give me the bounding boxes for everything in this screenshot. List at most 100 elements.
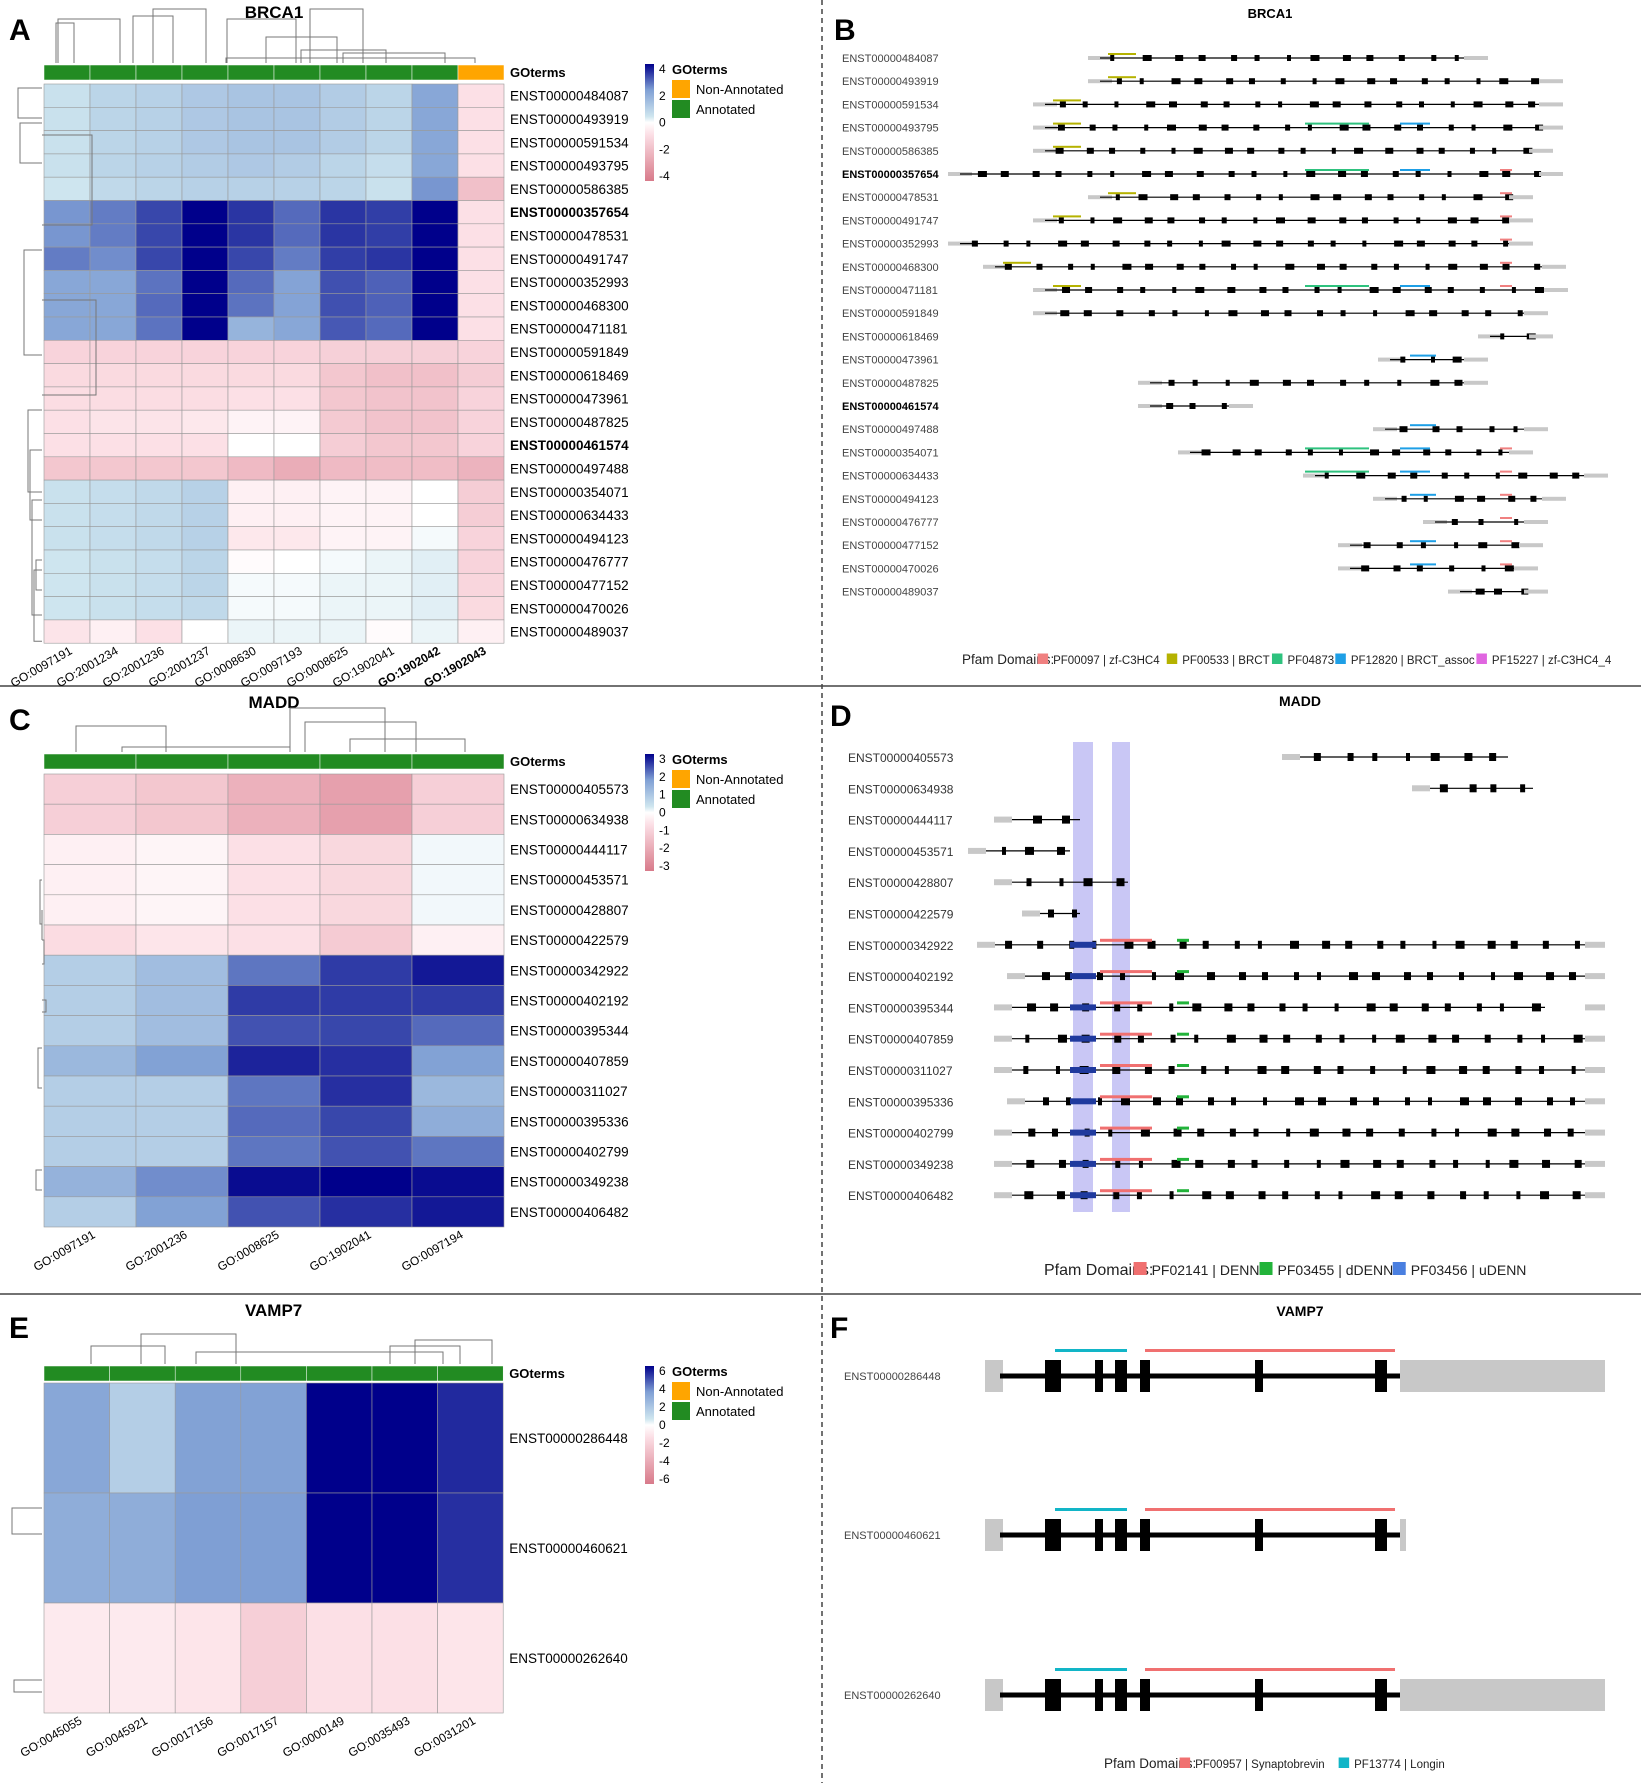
domain-mark: [1177, 938, 1189, 942]
exon-block: [1424, 287, 1432, 293]
utr-block: [1524, 311, 1548, 316]
heatmap-cell: [43, 924, 137, 956]
domain-mark: [1400, 470, 1430, 473]
heatmap-cell: [240, 1382, 307, 1494]
pfam-legend-swatch: [1133, 1262, 1147, 1275]
heatmap-cell: [135, 549, 183, 574]
go-annotation-cell: [319, 753, 413, 770]
exon-block: [1429, 1159, 1436, 1168]
exon-block: [1514, 972, 1523, 981]
exon-block: [1055, 1066, 1060, 1074]
transcript-label: ENST00000470026: [842, 563, 939, 575]
dendro-branch: [42, 939, 45, 965]
go-legend-label: Annotated: [696, 102, 755, 117]
dendro-branch: [29, 449, 42, 521]
utr-block: [985, 1679, 1003, 1711]
transcript-label: ENST00000491747: [842, 215, 939, 227]
exon-block: [1503, 124, 1513, 131]
exon-block: [1255, 101, 1261, 108]
pfam-legend-swatch: [1392, 1262, 1406, 1275]
heatmap-cell: [411, 339, 459, 364]
go-annotation-cell: [240, 1365, 307, 1382]
exon-block: [1051, 1128, 1058, 1137]
transcript-label: ENST00000471181: [842, 285, 938, 297]
transcript-label: ENST00000406482: [848, 1189, 954, 1203]
exon-block: [1278, 101, 1283, 108]
exon-block: [1108, 1128, 1113, 1137]
heatmap-cell: [43, 1196, 137, 1228]
exon-block: [1251, 1159, 1258, 1168]
heatmap-cell: [371, 1492, 438, 1604]
utr-block: [1412, 785, 1430, 792]
exon-block: [1300, 147, 1306, 154]
exon-block: [1421, 78, 1428, 85]
exon-block: [1393, 217, 1399, 224]
heatmap-cell: [365, 503, 413, 527]
exon-block: [1375, 1360, 1387, 1392]
exon-block: [1137, 1034, 1144, 1043]
exon-block: [1200, 101, 1208, 108]
exon-block: [1276, 240, 1284, 247]
exon-block: [1394, 1191, 1403, 1200]
exon-block: [1023, 1066, 1029, 1074]
heatmap-cell: [135, 596, 183, 621]
exon-block: [1026, 240, 1031, 247]
exon-block: [1342, 55, 1351, 61]
exon-block: [1441, 472, 1448, 479]
exon-block: [1502, 171, 1511, 177]
panel-letter: E: [9, 1312, 29, 1345]
exon-block: [1464, 753, 1473, 761]
row-dendrogram: [35, 879, 47, 1191]
heatmap-cell: [135, 572, 183, 597]
transcript-label: ENST00000460621: [844, 1530, 941, 1542]
panel-letter: A: [9, 14, 31, 47]
exon-block: [1539, 1066, 1545, 1074]
heatmap-cell: [227, 1015, 321, 1047]
domain-mark: [1500, 261, 1512, 264]
exon-block: [1116, 878, 1125, 887]
exon-block: [1481, 565, 1486, 572]
pfam-legend-swatch: [1166, 653, 1178, 664]
exon-block: [1145, 263, 1154, 270]
exon-block: [1361, 565, 1370, 572]
exon-block: [1569, 972, 1576, 981]
utr-block: [994, 1035, 1012, 1042]
exon-block: [1193, 147, 1203, 154]
heatmap-cell: [365, 619, 413, 644]
exon-block: [1124, 940, 1134, 949]
go-legend-swatch: [672, 1402, 690, 1420]
exon-block: [1454, 379, 1463, 386]
heatmap-cell: [411, 894, 505, 926]
transcript-label: ENST00000586385: [842, 146, 939, 158]
exon-block: [1364, 379, 1370, 386]
exon-block: [1387, 472, 1396, 479]
exon-block: [1225, 379, 1230, 386]
exon-block: [1087, 171, 1093, 177]
heatmap-cell: [227, 834, 321, 865]
exon-block: [1098, 1097, 1102, 1106]
go-annotation-cell: [43, 753, 137, 770]
go-annotation-cell: [227, 64, 275, 81]
domain-mark: [1145, 1508, 1395, 1511]
column-label: GO:0008625: [215, 1227, 282, 1274]
heatmap-cell: [365, 83, 413, 108]
heatmap-cell: [273, 339, 321, 364]
heatmap-cell: [319, 503, 367, 527]
exon-block: [1314, 1191, 1320, 1200]
exon-block: [1201, 449, 1211, 456]
dendro-branch: [17, 87, 42, 119]
heatmap-cell: [43, 894, 137, 926]
heatmap-cell: [227, 503, 275, 527]
transcript-label: ENST00000453571: [848, 845, 954, 859]
exon-block: [1283, 1034, 1291, 1043]
heatmap-cell: [371, 1602, 438, 1714]
dendro-branch: [31, 499, 42, 616]
exon-block: [1286, 1128, 1291, 1137]
go-annotation-cell: [437, 1365, 504, 1382]
exon-block: [1509, 1159, 1519, 1168]
exon-block: [1083, 878, 1093, 887]
pfam-legend-title: Pfam Domains:: [1044, 1262, 1153, 1279]
heatmap-cell: [135, 479, 183, 504]
heatmap-cell: [411, 246, 459, 271]
heatmap-cell: [411, 270, 459, 294]
